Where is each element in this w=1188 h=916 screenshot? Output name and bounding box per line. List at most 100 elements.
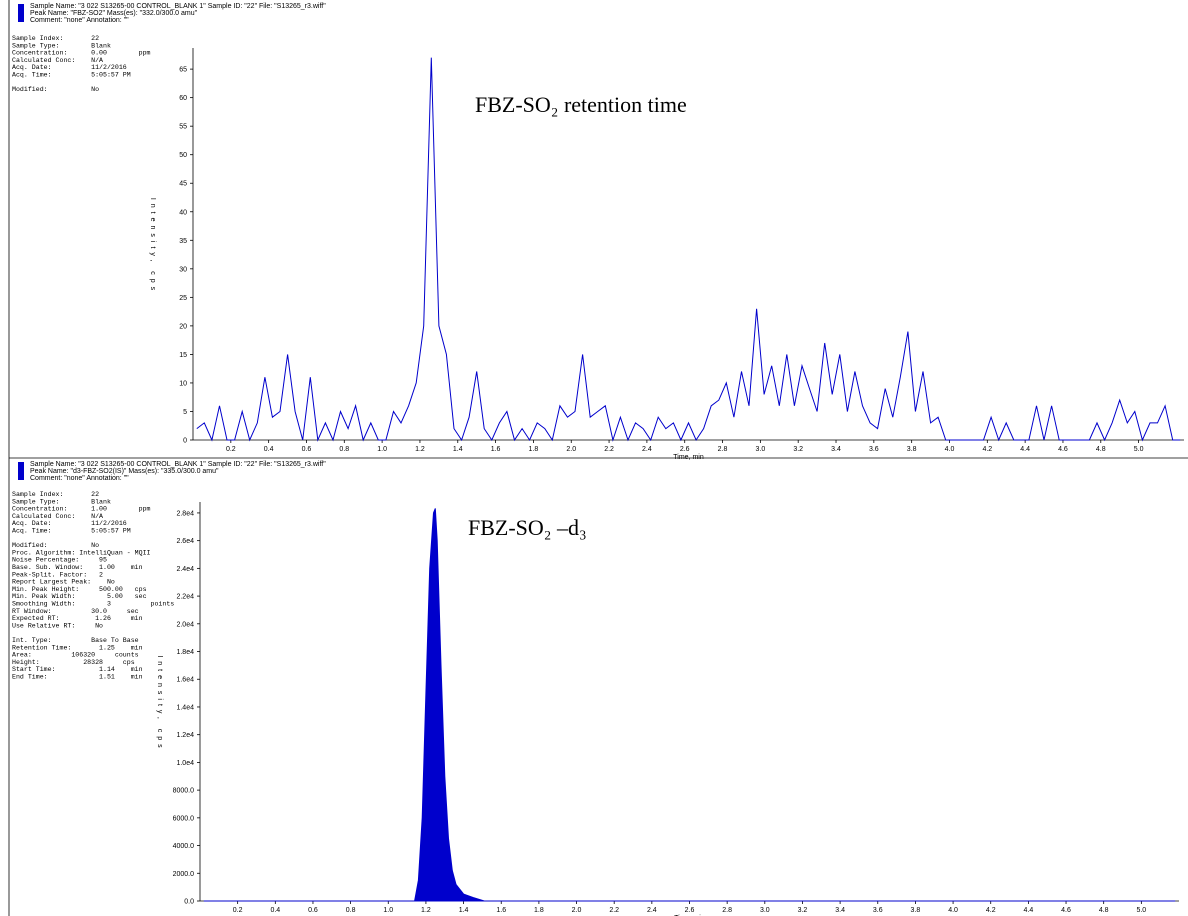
info-line: Int. Type: Base To Base bbox=[12, 637, 139, 644]
trace-area bbox=[203, 508, 1176, 902]
info-line: Peak-Split. Factor: 2 bbox=[12, 571, 103, 578]
info-line: Smoothing Width: 3 points bbox=[12, 601, 174, 608]
info-line: Sample Index: 22 bbox=[12, 491, 99, 498]
info-line: Sample Index: 22 bbox=[12, 35, 99, 42]
x-tick-label: 4.6 bbox=[1058, 446, 1068, 453]
y-tick-label: 2.4e4 bbox=[176, 566, 194, 573]
header-line: Comment: "none" Annotation: "" bbox=[30, 475, 129, 482]
x-tick-label: 2.2 bbox=[604, 446, 614, 453]
y-tick-label: 55 bbox=[179, 124, 187, 131]
info-line: Height: 28328 cps bbox=[12, 659, 135, 666]
info-line: Min. Peak Width: 5.00 sec bbox=[12, 593, 147, 600]
info-line: Acq. Date: 11/2/2016 bbox=[12, 64, 127, 71]
y-tick-label: 35 bbox=[179, 238, 187, 245]
x-tick-label: 2.0 bbox=[572, 907, 582, 914]
x-tick-label: 0.8 bbox=[339, 446, 349, 453]
info-line: Base. Sub. Window: 1.00 min bbox=[12, 564, 143, 571]
x-tick-label: 4.4 bbox=[1024, 907, 1034, 914]
x-tick-label: 3.4 bbox=[831, 446, 841, 453]
y-tick-label: 45 bbox=[179, 181, 187, 188]
y-tick-label: 2.2e4 bbox=[176, 594, 194, 601]
x-tick-label: 1.6 bbox=[496, 907, 506, 914]
x-tick-label: 1.4 bbox=[459, 907, 469, 914]
x-tick-label: 3.8 bbox=[911, 907, 921, 914]
info-line: Min. Peak Height: 500.00 cps bbox=[12, 586, 147, 593]
y-tick-label: 65 bbox=[179, 67, 187, 74]
info-line: Sample Type: Blank bbox=[12, 498, 111, 505]
x-tick-label: 4.6 bbox=[1061, 907, 1071, 914]
x-tick-label: 0.6 bbox=[308, 907, 318, 914]
y-axis-label: Intensity, cps bbox=[156, 655, 163, 751]
x-tick-label: 1.4 bbox=[453, 446, 463, 453]
annotation: FBZ-SO₂ –d₃ bbox=[468, 515, 587, 540]
x-tick-label: 3.8 bbox=[907, 446, 917, 453]
y-tick-label: 60 bbox=[179, 95, 187, 102]
x-tick-label: 4.8 bbox=[1099, 907, 1109, 914]
y-tick-label: 30 bbox=[179, 266, 187, 273]
info-line: Area: 106320 counts bbox=[12, 652, 139, 659]
x-axis-label: Time, min bbox=[673, 454, 704, 461]
y-tick-label: 2.6e4 bbox=[176, 538, 194, 545]
y-tick-label: 2000.0 bbox=[173, 871, 195, 878]
x-tick-label: 2.6 bbox=[685, 907, 695, 914]
y-tick-label: 6000.0 bbox=[173, 815, 195, 822]
info-line: End Time: 1.51 min bbox=[12, 674, 143, 681]
header-line: Peak Name: "d3-FBZ-SO2(IS)" Mass(es): "3… bbox=[30, 468, 219, 475]
x-tick-label: 0.8 bbox=[346, 907, 356, 914]
y-tick-label: 8000.0 bbox=[173, 788, 195, 795]
header-line: Peak Name: "FBZ-SO2" Mass(es): "332.0/30… bbox=[30, 10, 198, 17]
y-tick-label: 1.6e4 bbox=[176, 677, 194, 684]
trace-color-marker bbox=[18, 462, 24, 480]
info-line: Use Relative RT: No bbox=[12, 622, 103, 629]
info-line: Acq. Time: 5:05:57 PM bbox=[12, 528, 131, 535]
info-line: Noise Percentage: 95 bbox=[12, 557, 107, 564]
y-tick-label: 2.8e4 bbox=[176, 510, 194, 517]
x-tick-label: 1.0 bbox=[377, 446, 387, 453]
y-tick-label: 1.8e4 bbox=[176, 649, 194, 656]
x-tick-label: 2.2 bbox=[609, 907, 619, 914]
y-axis-label: Intensity, cps bbox=[149, 198, 156, 294]
y-tick-label: 1.4e4 bbox=[176, 704, 194, 711]
x-tick-label: 1.0 bbox=[383, 907, 393, 914]
info-line: Modified: No bbox=[12, 86, 99, 93]
x-tick-label: 2.8 bbox=[722, 907, 732, 914]
x-tick-label: 3.0 bbox=[755, 446, 765, 453]
info-line: Modified: No bbox=[12, 542, 99, 549]
info-line: Retention Time: 1.25 min bbox=[12, 644, 143, 651]
x-tick-label: 5.0 bbox=[1134, 446, 1144, 453]
info-line: Acq. Time: 5:05:57 PM bbox=[12, 72, 131, 79]
info-line: Expected RT: 1.26 min bbox=[12, 615, 143, 622]
y-tick-label: 1.2e4 bbox=[176, 732, 194, 739]
y-tick-label: 20 bbox=[179, 323, 187, 330]
trace-line bbox=[196, 57, 1181, 442]
y-tick-label: 0.0 bbox=[184, 899, 194, 906]
x-tick-label: 1.2 bbox=[415, 446, 425, 453]
info-line: RT Window: 30.0 sec bbox=[12, 608, 139, 615]
y-tick-label: 25 bbox=[179, 295, 187, 302]
x-tick-label: 0.4 bbox=[270, 907, 280, 914]
x-tick-label: 5.0 bbox=[1136, 907, 1146, 914]
info-line: Calculated Conc: N/A bbox=[12, 57, 103, 64]
x-tick-label: 1.2 bbox=[421, 907, 431, 914]
x-tick-label: 1.6 bbox=[491, 446, 501, 453]
x-tick-label: 0.2 bbox=[226, 446, 236, 453]
x-tick-label: 1.8 bbox=[529, 446, 539, 453]
info-line: Start Time: 1.14 min bbox=[12, 666, 143, 673]
x-tick-label: 3.2 bbox=[793, 446, 803, 453]
y-tick-label: 4000.0 bbox=[173, 843, 195, 850]
y-tick-label: 0 bbox=[183, 438, 187, 445]
x-tick-label: 4.4 bbox=[1020, 446, 1030, 453]
x-tick-label: 4.2 bbox=[982, 446, 992, 453]
info-line: Proc. Algorithm: IntelliQuan - MQII bbox=[12, 549, 151, 556]
y-tick-label: 1.0e4 bbox=[176, 760, 194, 767]
info-line: Report Largest Peak: No bbox=[12, 579, 115, 586]
x-tick-label: 4.2 bbox=[986, 907, 996, 914]
x-tick-label: 3.6 bbox=[873, 907, 883, 914]
y-tick-label: 50 bbox=[179, 152, 187, 159]
x-tick-label: 2.0 bbox=[566, 446, 576, 453]
info-line: Concentration: 1.00 ppm bbox=[12, 506, 151, 513]
x-tick-label: 3.6 bbox=[869, 446, 879, 453]
x-tick-label: 0.4 bbox=[264, 446, 274, 453]
x-tick-label: 3.2 bbox=[798, 907, 808, 914]
